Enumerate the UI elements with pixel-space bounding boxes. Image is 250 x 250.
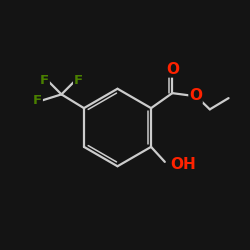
Text: O: O (189, 88, 202, 103)
Text: O: O (166, 62, 179, 77)
Text: F: F (33, 94, 42, 107)
Text: OH: OH (170, 157, 196, 172)
Text: F: F (40, 74, 49, 87)
Text: F: F (74, 74, 83, 87)
